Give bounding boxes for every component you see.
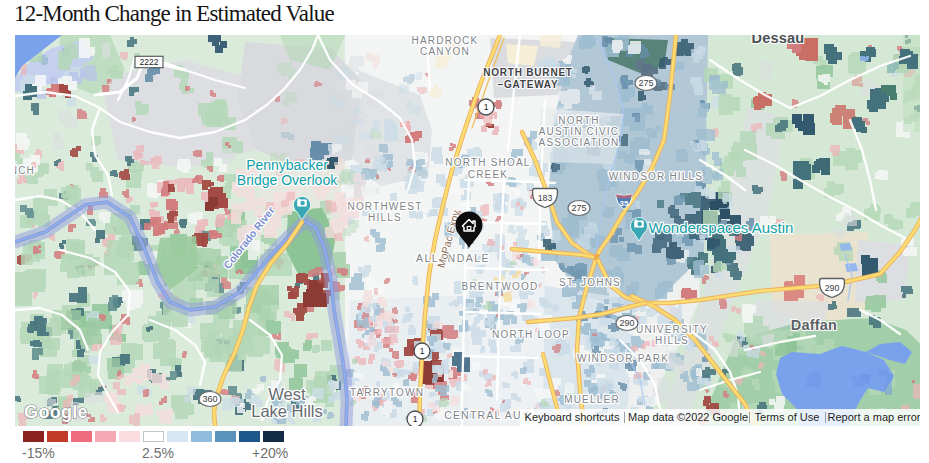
svg-text:HILLS: HILLS [368, 212, 402, 223]
svg-text:275: 275 [571, 203, 586, 213]
svg-text:West: West [268, 385, 306, 403]
svg-text:2222: 2222 [140, 57, 159, 67]
svg-text:BRENTWOOD: BRENTWOOD [462, 281, 539, 292]
svg-text:360: 360 [202, 394, 217, 404]
svg-text:ALLANDALE: ALLANDALE [416, 252, 490, 264]
svg-text:WINDSOR HILLS: WINDSOR HILLS [609, 171, 704, 182]
svg-text:Map data ©2022 Google: Map data ©2022 Google [628, 411, 748, 423]
svg-text:HARDROCK: HARDROCK [412, 35, 479, 46]
svg-text:Wonderspaces Austin: Wonderspaces Austin [649, 219, 794, 236]
svg-text:NORTHWEST: NORTHWEST [347, 201, 422, 212]
svg-text:NORTH: NORTH [558, 115, 599, 126]
svg-text:CREEK: CREEK [468, 169, 508, 180]
svg-text:–GATEWAY: –GATEWAY [498, 79, 559, 90]
svg-text:CANYON: CANYON [420, 46, 470, 57]
svg-text:275: 275 [638, 78, 653, 88]
svg-text:NCH: NCH [15, 165, 35, 176]
svg-text:Keyboard shortcuts: Keyboard shortcuts [525, 411, 620, 423]
svg-text:CENTRAL AUS: CENTRAL AUS [444, 409, 530, 421]
svg-text:NORTH BURNET: NORTH BURNET [483, 67, 573, 78]
svg-text:Report a map error: Report a map error [828, 411, 920, 423]
svg-text:AUSTIN CIVIC: AUSTIN CIVIC [539, 126, 620, 137]
svg-text:290: 290 [619, 318, 634, 328]
svg-text:Google: Google [24, 402, 88, 422]
svg-text:1: 1 [484, 102, 489, 112]
svg-text:183: 183 [538, 193, 553, 203]
svg-text:1: 1 [413, 414, 418, 424]
svg-text:290: 290 [825, 283, 840, 293]
svg-text:NORTH LOOP: NORTH LOOP [492, 329, 570, 340]
svg-text:Pennybacker: Pennybacker [246, 157, 328, 173]
svg-text:UNIVERSITY: UNIVERSITY [636, 324, 708, 335]
svg-text:Terms of Use: Terms of Use [755, 411, 820, 423]
svg-text:MUELLER: MUELLER [564, 394, 620, 405]
svg-text:Bridge Overlook: Bridge Overlook [237, 172, 338, 188]
svg-text:1: 1 [420, 346, 425, 356]
svg-text:NORTH SHOAL: NORTH SHOAL [445, 157, 530, 168]
svg-text:Dessau: Dessau [752, 35, 805, 46]
svg-text:ASSOCIATION: ASSOCIATION [539, 137, 620, 148]
svg-text:Lake Hills: Lake Hills [251, 402, 323, 420]
svg-text:WINDSOR PARK: WINDSOR PARK [577, 353, 669, 364]
svg-text:ST. JOHNS: ST. JOHNS [559, 277, 621, 288]
svg-text:35: 35 [620, 199, 629, 208]
svg-text:TARRYTOWN: TARRYTOWN [350, 387, 424, 398]
svg-text:HILLS: HILLS [655, 335, 689, 346]
svg-text:Daffan: Daffan [791, 317, 837, 333]
